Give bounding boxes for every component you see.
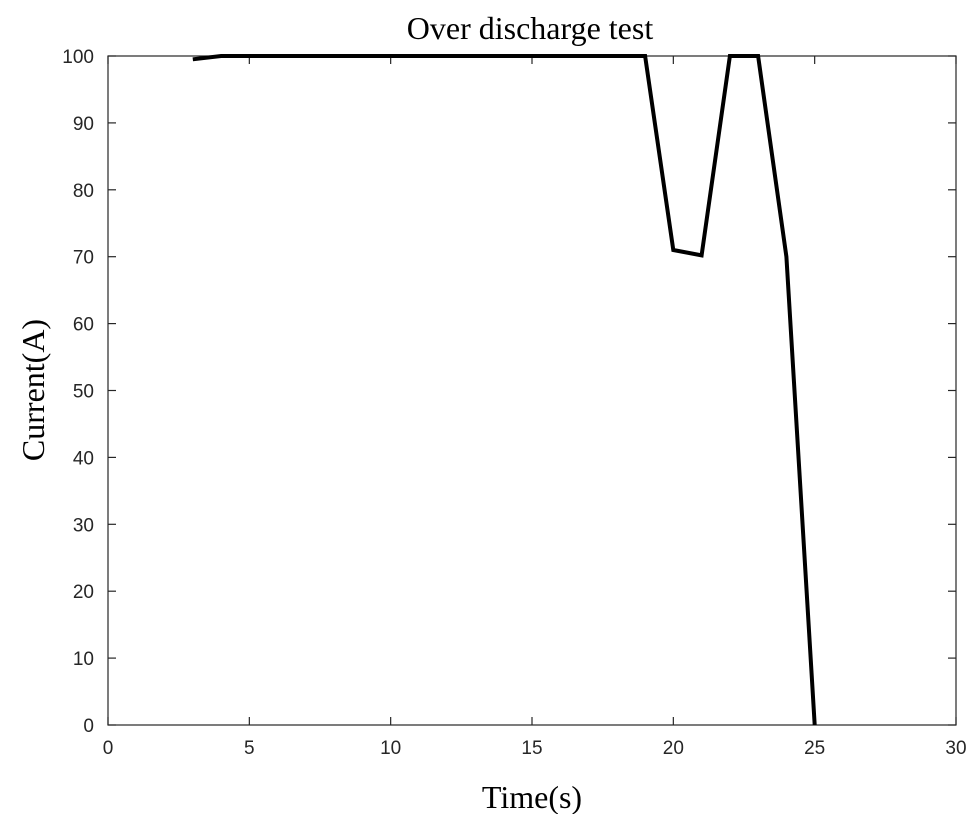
y-tick-label: 100 <box>62 47 94 68</box>
y-tick-label: 0 <box>83 716 94 737</box>
y-tick-label: 90 <box>73 114 94 135</box>
y-axis-label: Current(A) <box>15 319 51 461</box>
x-tick-label: 5 <box>244 738 255 759</box>
chart-title: Over discharge test <box>407 10 654 46</box>
y-tick-label: 70 <box>73 248 94 269</box>
x-tick-label: 20 <box>663 738 684 759</box>
x-tick-label: 15 <box>521 738 542 759</box>
x-tick-label: 25 <box>804 738 825 759</box>
plot-area <box>107 55 957 726</box>
current-line <box>192 54 817 726</box>
x-tick-labels: 0 5 10 15 20 25 30 <box>103 738 967 759</box>
y-tick-label: 50 <box>73 382 94 403</box>
y-tick-labels: 0 10 20 30 40 50 60 70 80 90 100 <box>62 47 94 737</box>
x-axis-label: Time(s) <box>482 779 582 814</box>
y-tick-label: 20 <box>73 582 94 603</box>
y-tick-label: 30 <box>73 515 94 536</box>
y-tick-label: 60 <box>73 315 94 336</box>
x-tick-label: 0 <box>103 738 114 759</box>
x-tick-label: 30 <box>945 738 966 759</box>
y-tick-label: 10 <box>73 649 94 670</box>
y-tick-label: 40 <box>73 448 94 469</box>
y-tick-label: 80 <box>73 181 94 202</box>
x-tick-label: 10 <box>380 738 401 759</box>
